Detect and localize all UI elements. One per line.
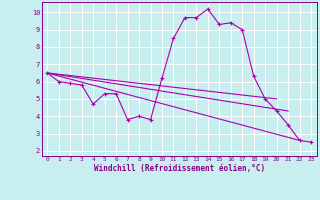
X-axis label: Windchill (Refroidissement éolien,°C): Windchill (Refroidissement éolien,°C) xyxy=(94,164,265,173)
